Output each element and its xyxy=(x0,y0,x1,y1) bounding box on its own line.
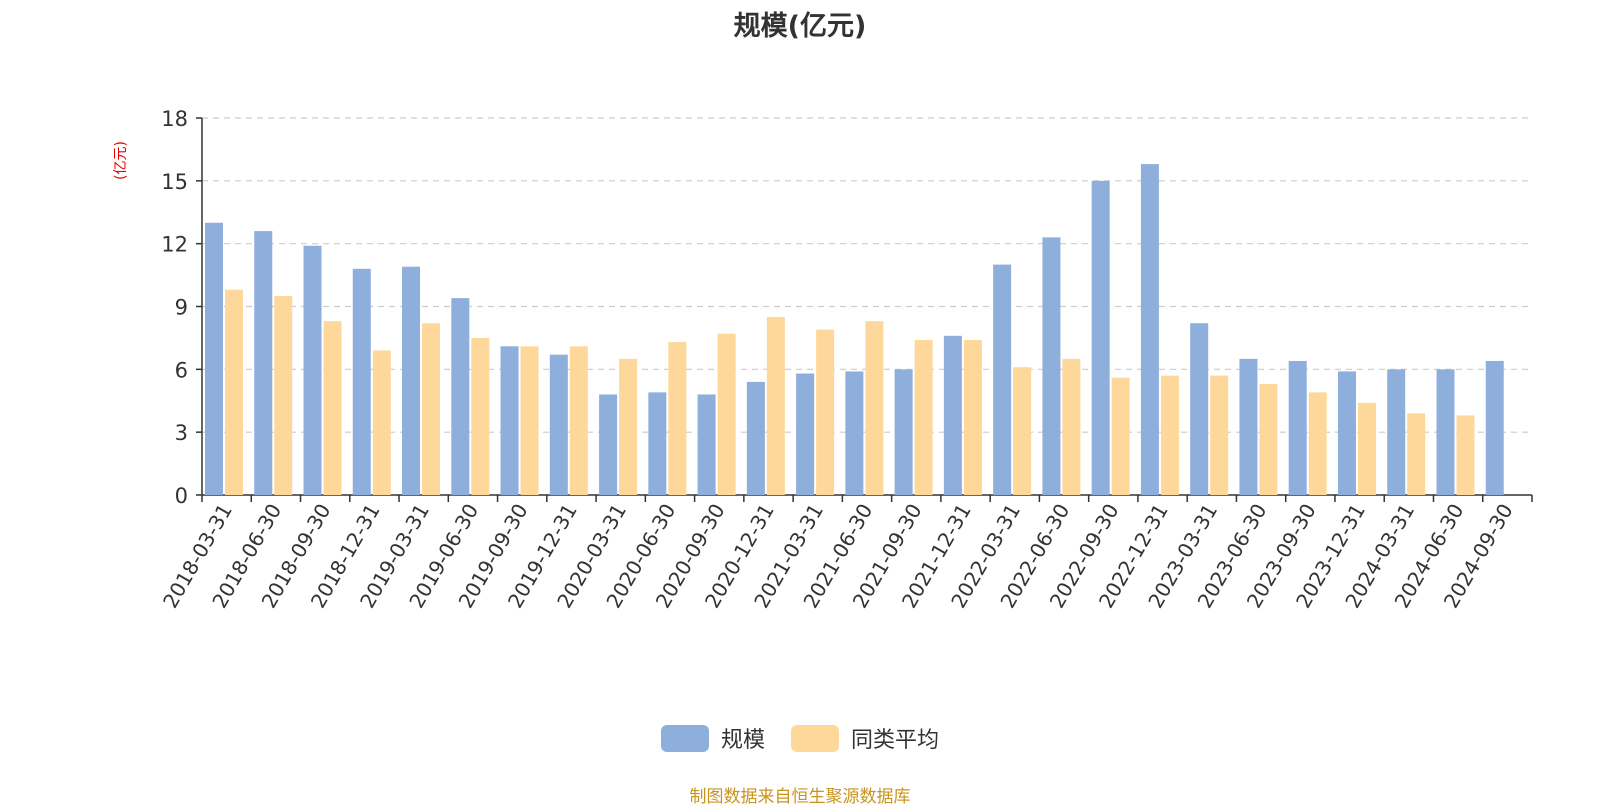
y-tick-label: 12 xyxy=(161,233,188,257)
bar-series2 xyxy=(1456,415,1475,495)
legend: 规模 同类平均 xyxy=(0,722,1600,754)
bar-series2 xyxy=(668,342,687,495)
y-tick-label: 15 xyxy=(161,170,188,194)
y-tick-label: 0 xyxy=(175,484,188,508)
y-tick-label: 9 xyxy=(175,296,188,320)
bar-series1 xyxy=(1140,164,1159,496)
bar-series2 xyxy=(1111,377,1130,495)
bar-series1 xyxy=(451,298,470,495)
bar-series1 xyxy=(599,394,618,495)
bar-series1 xyxy=(352,268,371,495)
legend-item-series2[interactable]: 同类平均 xyxy=(791,722,939,754)
chart-title: 规模(亿元) xyxy=(733,11,867,42)
bar-series2 xyxy=(274,296,293,495)
bar-series1 xyxy=(1337,371,1356,495)
bar-series1 xyxy=(500,346,519,495)
bar-series2 xyxy=(1062,358,1081,495)
legend-item-series1[interactable]: 规模 xyxy=(660,722,765,754)
bar-series1 xyxy=(1485,360,1504,495)
bar-series1 xyxy=(1091,180,1110,496)
bar-series2 xyxy=(323,321,342,495)
bar-series2 xyxy=(619,358,638,495)
bar-series2 xyxy=(914,340,933,495)
bar-series1 xyxy=(894,369,913,495)
bar-series2 xyxy=(717,333,736,495)
bar-series1 xyxy=(1387,369,1406,495)
bar-series1 xyxy=(746,381,765,495)
legend-label-series1: 规模 xyxy=(720,728,765,753)
bar-series2 xyxy=(1013,367,1032,495)
bar-series1 xyxy=(254,231,273,495)
bar-series2 xyxy=(865,321,884,495)
bar-series2 xyxy=(520,346,539,495)
bar-series1 xyxy=(993,264,1012,495)
bar-series2 xyxy=(225,289,243,495)
bar-series1 xyxy=(303,245,322,495)
bar-series2 xyxy=(816,329,835,495)
bar-series2 xyxy=(1407,413,1426,495)
y-tick-label: 6 xyxy=(175,358,188,382)
bar-series1 xyxy=(845,371,864,495)
bar-series1 xyxy=(943,335,962,495)
bar-series1 xyxy=(697,394,716,495)
bar-series2 xyxy=(372,350,391,495)
bar-series1 xyxy=(205,222,223,495)
y-tick-label: 3 xyxy=(175,421,188,445)
bar-series1 xyxy=(1436,369,1455,495)
legend-swatch-series2 xyxy=(791,724,839,752)
bar-series2 xyxy=(471,337,490,495)
bar-series1 xyxy=(549,354,568,495)
legend-label-series2: 同类平均 xyxy=(851,728,940,753)
bar-series2 xyxy=(963,340,982,495)
bar-series2 xyxy=(1259,383,1278,495)
bar-series2 xyxy=(1357,402,1376,495)
bar-series1 xyxy=(648,392,667,495)
bar-series2 xyxy=(1308,392,1327,495)
bar-series2 xyxy=(1210,375,1229,495)
bar-series2 xyxy=(1160,375,1179,495)
source-note: 制图数据来自恒生聚源数据库 xyxy=(689,787,911,807)
bar-series1 xyxy=(1239,358,1258,495)
y-tick-label: 18 xyxy=(161,107,188,131)
legend-swatch-series1 xyxy=(660,724,709,752)
bar-series2 xyxy=(422,323,441,495)
bar-series2 xyxy=(569,346,588,495)
bar-series2 xyxy=(766,316,785,495)
bar-series1 xyxy=(402,266,421,495)
bar-series1 xyxy=(796,373,815,495)
bar-series1 xyxy=(1190,323,1209,495)
bar-series1 xyxy=(1042,237,1061,495)
bar-series1 xyxy=(1288,360,1307,495)
